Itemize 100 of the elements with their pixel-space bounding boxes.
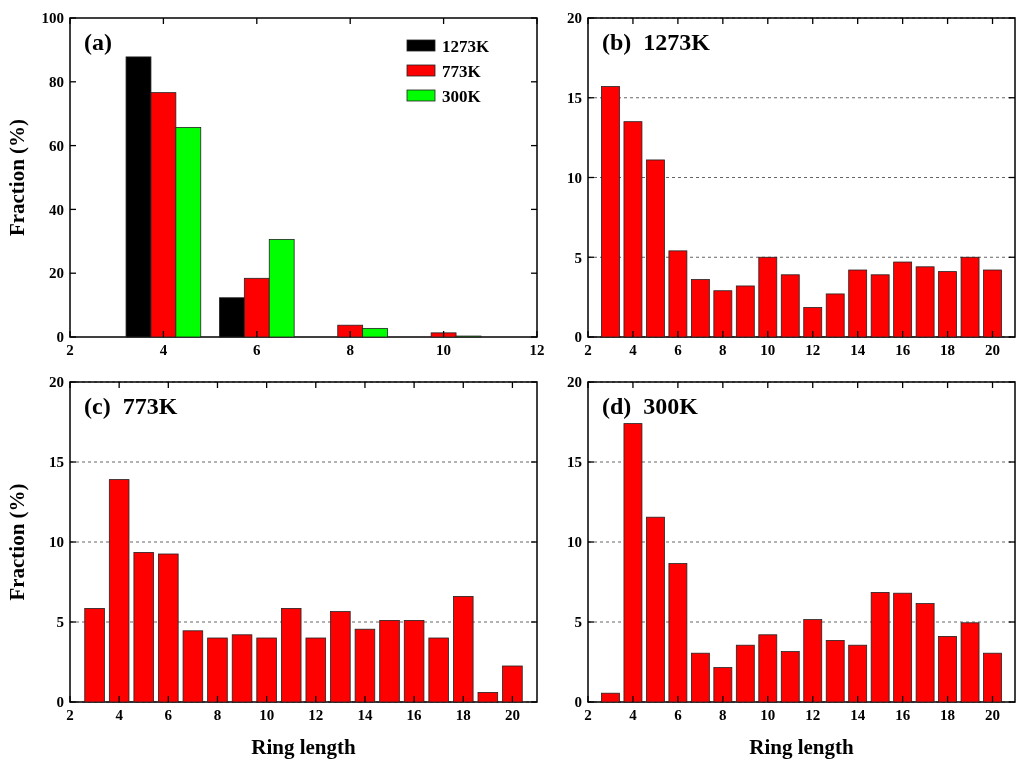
x-tick-label: 4 [629,707,638,723]
x-tick-label: 14 [850,707,866,723]
x-tick-label: 8 [719,707,727,723]
x-axis-title: Ring length [251,735,357,759]
bar [983,269,1002,338]
bar [893,592,913,703]
bar [158,553,179,703]
bar [646,516,665,703]
bar [960,622,980,703]
chart-title: (b) 1273K [602,29,711,55]
x-tick-label: 2 [584,342,592,358]
x-tick-label: 10 [436,342,452,358]
bar [690,652,710,703]
bar [735,285,755,338]
x-tick-label: 20 [504,707,520,723]
y-tick-label: 100 [41,10,64,27]
y-tick-label: 15 [567,454,582,471]
y-tick-label: 80 [49,74,64,91]
x-tick-label: 16 [406,707,423,723]
x-tick-label: 20 [985,342,1001,358]
y-tick-label: 10 [567,534,582,551]
bar [330,611,351,703]
x-tick-label: 4 [115,707,124,723]
bar [690,279,710,338]
bar [780,274,800,338]
bar [938,271,957,338]
x-tick-label: 2 [66,707,74,723]
bar [758,256,778,338]
x-tick-label: 12 [805,707,821,723]
x-tick-label: 8 [213,707,222,723]
y-tick-label: 20 [49,374,64,391]
bar [133,552,154,703]
y-tick-label: 0 [574,329,582,346]
bar [428,637,449,703]
bar [960,256,980,338]
x-tick-label: 2 [584,707,592,723]
y-tick-label: 40 [49,201,64,218]
legend-label: 773K [442,61,482,81]
bar [84,608,105,703]
bar [108,479,130,703]
bar [803,307,823,338]
x-tick-label: 10 [259,707,275,723]
y-tick-label: 60 [49,137,64,154]
x-tick-label: 12 [529,342,545,358]
bar [305,637,327,703]
y-tick-label: 5 [574,249,582,266]
bar [713,290,733,338]
y-tick-label: 15 [49,454,64,471]
y-tick-label: 15 [567,90,582,106]
bar [848,644,868,703]
bar [231,634,253,703]
y-tick-label: 20 [567,10,582,27]
bar [893,261,913,338]
bar [623,423,643,703]
x-axis-title: Ring length [749,735,855,759]
bar [601,86,620,338]
bar [256,637,277,703]
legend-label: 300K [442,86,482,106]
y-tick-label: 10 [567,169,582,186]
chart-title: (d) 300K [602,393,699,419]
y-tick-label: 10 [49,534,64,551]
bar [870,274,890,338]
x-tick-label: 8 [346,342,354,358]
x-tick-label: 6 [253,342,262,358]
bar [379,620,400,703]
y-tick-label: 5 [574,614,582,631]
x-tick-label: 14 [850,342,866,358]
x-tick-label: 14 [357,707,373,723]
x-tick-label: 20 [985,707,1001,723]
x-tick-label: 6 [674,707,683,723]
x-tick-label: 18 [455,707,471,723]
bar [354,628,376,703]
x-tick-label: 10 [760,707,776,723]
y-tick-label: 20 [49,265,64,282]
bar [403,620,425,703]
x-tick-label: 12 [308,707,324,723]
bar [646,159,665,338]
bar [453,596,474,703]
bar [758,634,778,703]
bar [668,250,688,338]
bar [207,637,228,703]
bar [803,619,823,703]
y-tick-label: 0 [574,694,582,711]
x-tick-label: 10 [760,342,776,358]
bar [915,603,935,703]
x-tick-label: 4 [629,342,638,358]
y-axis-title: Fraction (%) [5,118,29,237]
chart-title: (c) 773K [84,393,178,419]
y-tick-label: 0 [56,694,64,711]
bar [477,692,499,703]
bar [848,269,868,338]
y-axis-title: Fraction (%) [5,483,29,601]
bar [825,293,845,338]
bar [915,266,935,338]
y-tick-label: 0 [56,329,64,346]
x-tick-label: 12 [805,342,821,358]
bar [938,636,957,703]
x-tick-label: 6 [674,342,683,358]
bar [983,652,1002,703]
bar [502,665,523,703]
